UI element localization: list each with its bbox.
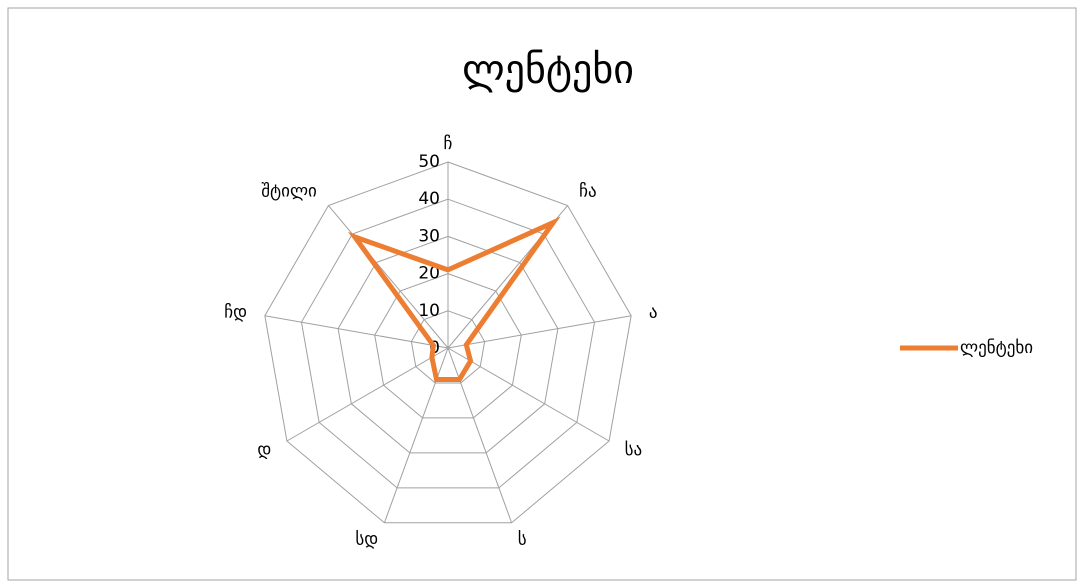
spoke xyxy=(447,315,632,349)
grid-ring xyxy=(264,161,632,524)
y-tick-label: 10 xyxy=(418,301,440,321)
grid-ring xyxy=(337,235,559,454)
y-tick-label: 40 xyxy=(418,189,440,209)
spoke xyxy=(447,347,610,442)
category-label: ა xyxy=(649,303,658,323)
category-label: შტილი xyxy=(261,182,317,202)
category-label: ს xyxy=(518,530,527,550)
category-label: ჩ xyxy=(444,134,453,154)
y-tick-label: 30 xyxy=(418,226,440,246)
category-label: ჩა xyxy=(579,182,597,202)
category-label: ჩდ xyxy=(224,303,247,323)
chart-title: ლენტეხი xyxy=(462,47,634,93)
y-tick-label: 20 xyxy=(418,264,440,284)
spoke xyxy=(286,347,449,442)
y-tick-label: 50 xyxy=(418,152,440,172)
series-line xyxy=(348,216,561,382)
category-label: სდ xyxy=(355,530,378,550)
category-label: დ xyxy=(257,440,271,460)
spoke xyxy=(328,205,449,349)
category-label: სა xyxy=(625,440,643,460)
grid-ring xyxy=(374,273,522,419)
legend-label: ლენტეხი xyxy=(960,338,1033,358)
grid-ring xyxy=(300,198,596,489)
chart-border xyxy=(7,7,1077,581)
spoke xyxy=(264,315,449,349)
